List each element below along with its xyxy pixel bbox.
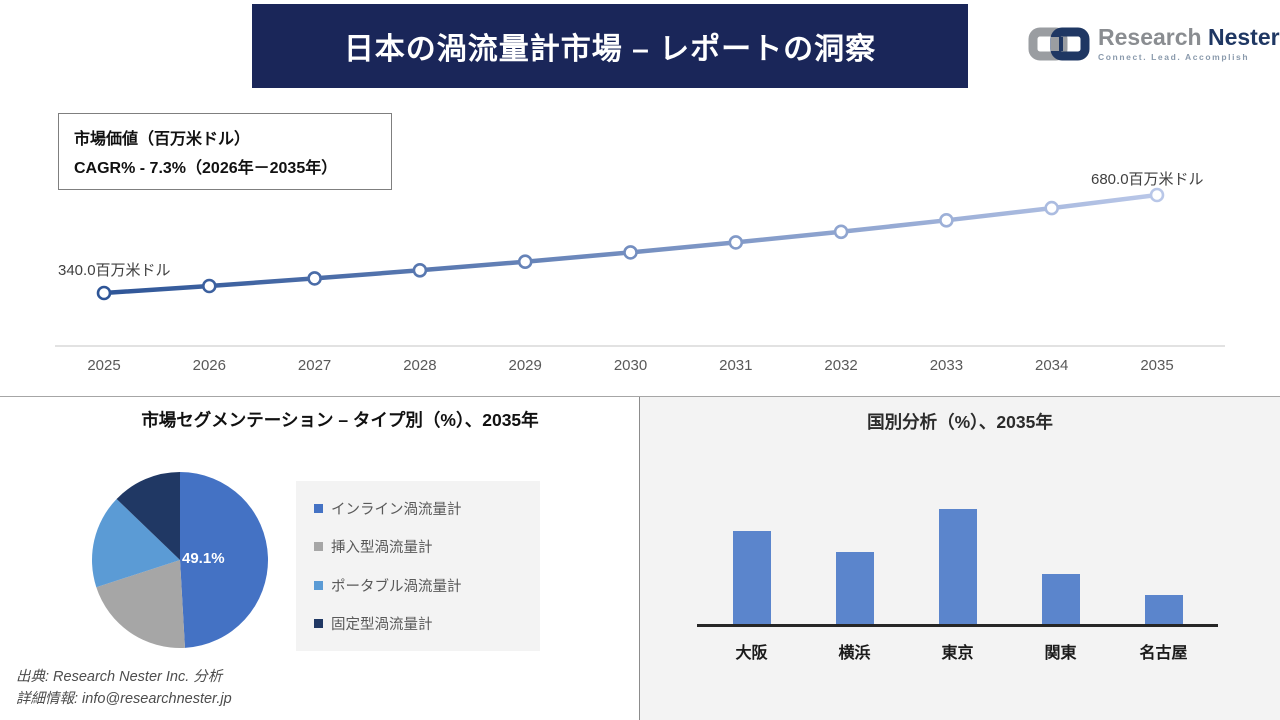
country-analysis-bar-section: 国別分析（%）、2035年 大阪 横浜 東京 関東 名古屋	[640, 397, 1280, 720]
legend-item: 挿入型渦流量計	[314, 536, 540, 557]
legend-item: 固定型渦流量計	[314, 613, 540, 634]
year-tick-label: 2026	[192, 357, 226, 374]
legend-swatch	[314, 580, 323, 590]
bar-category-label: 横浜	[838, 645, 871, 662]
legend-swatch	[314, 619, 323, 629]
year-tick-label: 2030	[613, 357, 648, 374]
market-value-line-chart: 340.0百万米ドル 680.0百万米ドル 2025 2026 2027 2028 20…	[0, 160, 1280, 395]
bar	[938, 509, 977, 624]
pie-slice-value-label: 49.1%	[182, 550, 225, 567]
vertical-divider	[639, 397, 640, 720]
data-point-marker	[1044, 200, 1059, 216]
legend-label: インライン渦流量計	[331, 501, 462, 518]
logo-tagline: Connect. Lead. Accomplish	[1098, 52, 1250, 62]
end-value-label: 680.0百万米ドル	[1091, 171, 1204, 188]
data-point-marker	[623, 245, 638, 260]
trend-line	[103, 192, 1158, 296]
logo-text: Research Nester Connect. Lead. Accomplis…	[1098, 24, 1280, 63]
logo-name: Research Nester	[1098, 24, 1280, 50]
bar-column	[700, 503, 803, 624]
year-tick-label: 2031	[719, 357, 753, 374]
segmentation-pie-section: 市場セグメンテーション – タイプ別（%）、2035年 49.1% インライン渦…	[0, 397, 639, 720]
pie-slice	[92, 498, 180, 588]
year-tick-label: 2035	[1140, 357, 1174, 374]
bar-category-label: 名古屋	[1139, 645, 1188, 662]
start-value-label: 340.0百万米ドル	[58, 262, 171, 279]
legend-label: ポータブル渦流量計	[331, 578, 462, 595]
legend-swatch	[314, 542, 323, 552]
data-point-marker	[939, 212, 954, 228]
line-chart-canvas	[55, 187, 1225, 347]
pie-slice	[116, 472, 180, 560]
chain-link-logo-icon	[1028, 27, 1090, 61]
data-point-marker	[412, 263, 428, 278]
pie-legend: インライン渦流量計 挿入型渦流量計ポータブル渦流量計 固定型渦流量計	[296, 481, 540, 651]
year-tick-label: 2033	[929, 357, 964, 374]
bar	[1144, 595, 1183, 624]
source-line: 出典: Research Nester Inc. 分析	[16, 669, 223, 685]
bar-column	[906, 503, 1009, 624]
legend-label: 挿入型渦流量計	[331, 540, 433, 557]
legend-swatch	[314, 503, 323, 513]
page-title: 日本の渦流量計市場 – レポートの洞察	[343, 33, 877, 66]
pie-slice	[180, 472, 269, 648]
year-tick-label: 2034	[1035, 357, 1069, 374]
legend-label: 固定型渦流量計	[331, 617, 433, 634]
bar	[835, 552, 874, 624]
bar	[1041, 574, 1080, 624]
bar-category-label: 大阪	[735, 645, 768, 662]
bar-category-label: 東京	[941, 645, 974, 662]
bar-chart-axis	[697, 624, 1218, 627]
market-value-label: 市場価値（百万米ドル）	[74, 131, 251, 148]
research-nester-logo: Research Nester Connect. Lead. Accomplis…	[1028, 24, 1280, 64]
legend-item: ポータブル渦流量計	[314, 575, 540, 596]
bar-chart-category-labels: 大阪 横浜 東京 関東 名古屋	[700, 639, 1215, 663]
pie-chart-title: 市場セグメンテーション – タイプ別（%）、2035年	[141, 410, 539, 430]
pie-chart-canvas	[92, 472, 269, 649]
bar-column	[803, 503, 906, 624]
year-tick-label: 2032	[824, 357, 858, 374]
horizontal-divider	[0, 396, 1280, 397]
bar-column	[1112, 503, 1215, 624]
cagr-label: CAGR% - 7.3%（2026年－2035年）	[74, 160, 338, 177]
pie-chart: 49.1%	[90, 470, 270, 650]
pie-slice	[96, 560, 185, 649]
bar-category-label: 関東	[1044, 645, 1077, 662]
market-value-info-box: 市場価値（百万米ドル） CAGR% - 7.3%（2026年－2035年）	[58, 113, 392, 190]
bar	[732, 531, 771, 624]
data-point-marker	[202, 278, 217, 294]
legend-item: インライン渦流量計	[314, 498, 540, 519]
year-tick-label: 2028	[403, 357, 437, 374]
data-point-marker	[517, 254, 533, 269]
contact-line: 詳細情報: info@researchnester.jp	[16, 691, 232, 708]
data-point-marker	[728, 235, 744, 250]
data-point-marker	[833, 224, 849, 240]
source-note: 出典: Research Nester Inc. 分析 詳細情報: info@r…	[16, 666, 232, 711]
year-tick-label: 2025	[87, 357, 121, 374]
data-point-marker	[307, 271, 322, 286]
data-point-marker	[96, 285, 112, 301]
bar-column	[1009, 503, 1112, 624]
year-tick-label: 2029	[508, 357, 542, 374]
bar-chart	[700, 503, 1215, 624]
data-point-marker	[1149, 187, 1165, 203]
title-bar: 日本の渦流量計市場 – レポートの洞察	[252, 4, 968, 88]
bar-chart-title: 国別分析（%）、2035年	[867, 412, 1053, 432]
year-tick-label: 2027	[297, 357, 332, 374]
